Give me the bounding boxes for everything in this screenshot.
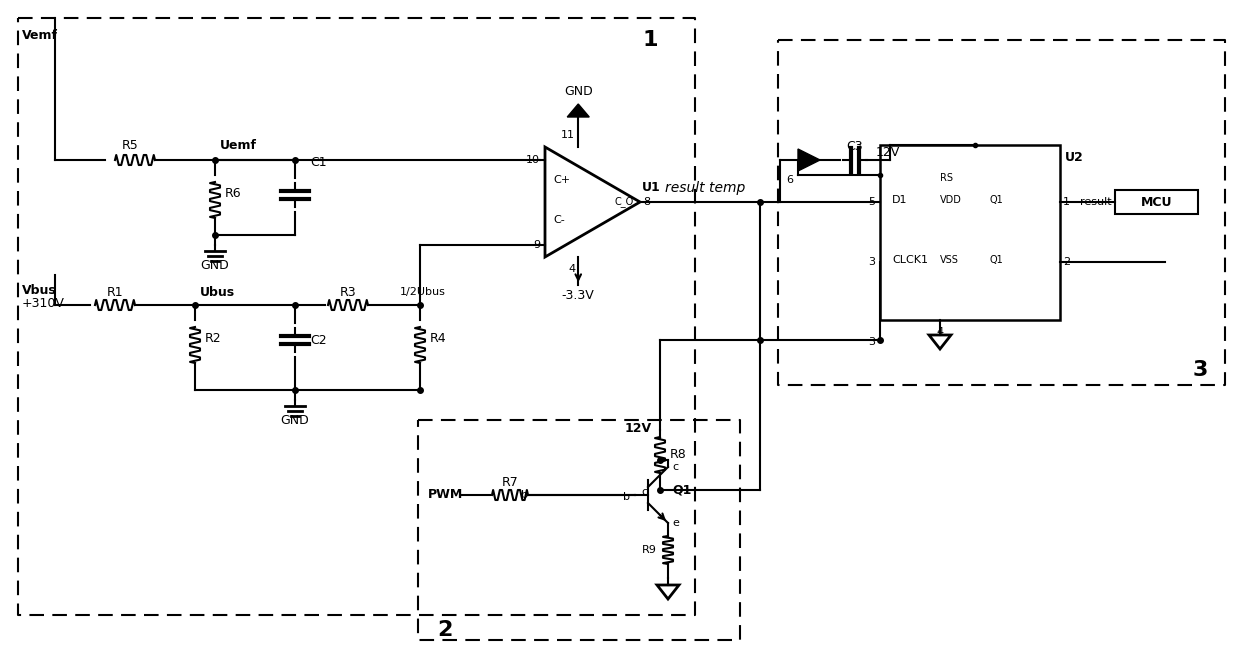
Text: 2: 2 xyxy=(1063,257,1070,267)
Text: R5: R5 xyxy=(122,138,139,152)
Text: RS: RS xyxy=(940,173,954,183)
Text: C-: C- xyxy=(553,215,564,225)
Text: c: c xyxy=(672,462,678,472)
Text: R4: R4 xyxy=(430,331,446,344)
Text: C3: C3 xyxy=(847,140,863,152)
Text: 5: 5 xyxy=(868,197,875,207)
Text: +310V: +310V xyxy=(22,297,64,309)
Text: c: c xyxy=(642,487,649,497)
Polygon shape xyxy=(567,104,589,117)
Text: CLCK1: CLCK1 xyxy=(892,255,928,265)
Text: 10: 10 xyxy=(526,155,539,165)
Text: VDD: VDD xyxy=(940,195,962,205)
Text: GND: GND xyxy=(201,259,229,271)
Text: result: result xyxy=(1080,197,1112,207)
Text: 1/2Ubus: 1/2Ubus xyxy=(401,287,446,297)
Text: GND: GND xyxy=(564,84,593,98)
Text: e: e xyxy=(672,518,678,528)
Text: PWM: PWM xyxy=(428,489,464,501)
Text: R3: R3 xyxy=(340,285,356,299)
Bar xyxy=(880,145,1060,320)
Text: R8: R8 xyxy=(670,448,687,462)
Text: 8: 8 xyxy=(644,197,650,207)
Text: 3: 3 xyxy=(868,257,875,267)
Text: C2: C2 xyxy=(310,334,326,346)
Text: MCU: MCU xyxy=(1141,196,1172,209)
Text: U2: U2 xyxy=(1065,150,1084,164)
Text: R1: R1 xyxy=(107,285,123,299)
Text: 9: 9 xyxy=(533,240,539,250)
Polygon shape xyxy=(799,149,820,171)
Text: Ubus: Ubus xyxy=(200,285,236,299)
Text: R2: R2 xyxy=(205,331,222,344)
Text: 12V: 12V xyxy=(625,422,651,434)
Text: 1: 1 xyxy=(1063,197,1070,207)
Text: C_O: C_O xyxy=(615,197,634,207)
Text: Vbus: Vbus xyxy=(22,283,57,297)
Text: VSS: VSS xyxy=(940,255,959,265)
Text: b: b xyxy=(521,490,528,500)
Text: R6: R6 xyxy=(224,186,242,200)
Text: R7: R7 xyxy=(502,475,518,489)
Text: 3: 3 xyxy=(1193,360,1208,380)
Text: 4: 4 xyxy=(568,264,575,274)
Text: R9: R9 xyxy=(642,545,657,555)
Text: 4: 4 xyxy=(936,327,944,337)
Text: 12V: 12V xyxy=(875,146,900,158)
Text: D1: D1 xyxy=(892,195,908,205)
Text: Vemf: Vemf xyxy=(22,29,58,41)
Text: Q1: Q1 xyxy=(990,255,1003,265)
Text: C1: C1 xyxy=(310,156,326,168)
Text: Uemf: Uemf xyxy=(219,138,257,152)
Text: GND: GND xyxy=(280,414,309,426)
Text: 1: 1 xyxy=(642,30,657,50)
Text: 11: 11 xyxy=(562,130,575,140)
Text: 3: 3 xyxy=(868,337,875,347)
Text: Q1: Q1 xyxy=(990,195,1003,205)
Text: 2: 2 xyxy=(438,620,453,640)
Bar xyxy=(1115,190,1198,214)
Text: U1: U1 xyxy=(642,180,661,194)
Text: Q1: Q1 xyxy=(672,483,692,497)
Text: -3.3V: -3.3V xyxy=(562,289,595,301)
Polygon shape xyxy=(546,147,640,257)
Text: result temp: result temp xyxy=(665,181,745,195)
Text: b: b xyxy=(622,492,630,502)
Text: 6: 6 xyxy=(786,175,794,185)
Text: C+: C+ xyxy=(553,175,570,185)
